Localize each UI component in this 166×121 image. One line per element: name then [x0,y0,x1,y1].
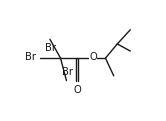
Text: O: O [74,85,81,95]
Text: O: O [89,52,97,62]
Text: Br: Br [45,43,56,53]
Text: Br: Br [62,67,73,77]
Text: Br: Br [25,52,36,62]
